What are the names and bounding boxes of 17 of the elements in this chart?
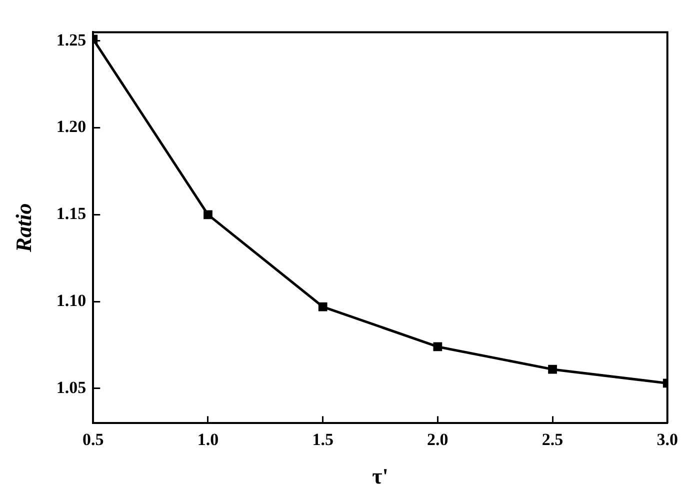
x-tick-label: 3.0 [656,430,678,449]
x-tick-label: 0.5 [82,430,104,449]
point [548,364,557,374]
point [204,210,212,220]
y-tick-label: 1.20 [56,117,86,136]
x-tick-label: 2.0 [427,430,448,449]
y-tick-label: 1.05 [56,378,86,397]
x-tick-label: 1.0 [197,430,219,449]
x-axis-title: τ' [372,463,388,488]
y-axis-title: Ratio [10,203,36,254]
point [318,302,328,312]
y-tick-label: 1.15 [56,204,86,224]
x-tick-label: 1.5 [312,430,334,449]
x-tick-label: 2.5 [542,430,564,449]
y-tick-label: 1.10 [56,290,86,310]
point [433,342,442,352]
y-tick-label: 1.25 [56,30,86,50]
